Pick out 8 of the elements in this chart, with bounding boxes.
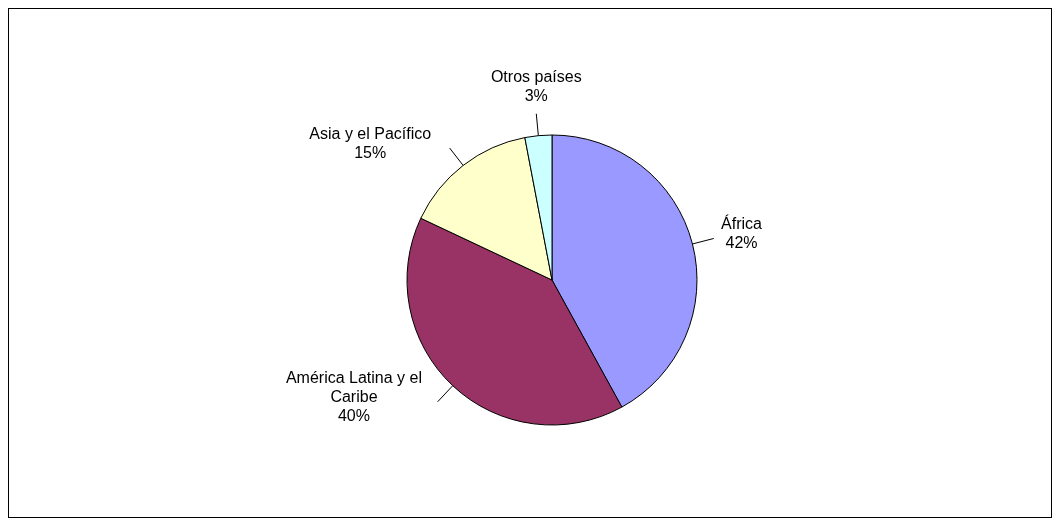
data-label: 42% [725, 234, 758, 252]
slice-label: África [721, 214, 763, 233]
slice-label: Asia y el Pacífico [309, 125, 432, 143]
data-label: 3% [524, 86, 548, 104]
data-label: 40% [337, 407, 370, 425]
slice-label: América Latina y el Caribe [285, 369, 423, 406]
data-label: 15% [354, 144, 387, 162]
slice-label: Otros países [490, 67, 582, 85]
